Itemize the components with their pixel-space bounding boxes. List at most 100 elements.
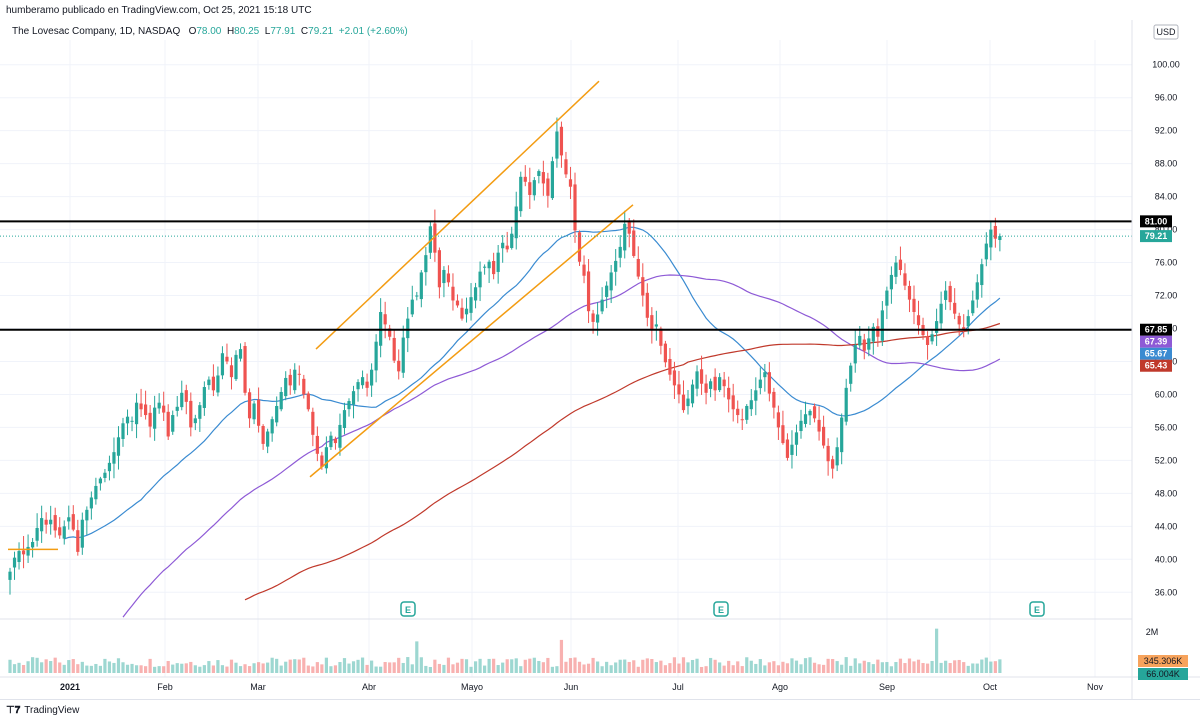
candle[interactable] bbox=[383, 301, 387, 339]
candle-body[interactable] bbox=[184, 390, 188, 402]
candle[interactable] bbox=[58, 517, 62, 539]
candle[interactable] bbox=[184, 384, 188, 415]
candle[interactable] bbox=[776, 405, 780, 440]
candle-body[interactable] bbox=[492, 261, 496, 275]
candle-body[interactable] bbox=[849, 365, 853, 384]
candle[interactable] bbox=[89, 491, 93, 520]
candle[interactable] bbox=[754, 377, 758, 416]
candle[interactable] bbox=[993, 217, 997, 248]
candle-body[interactable] bbox=[342, 410, 347, 429]
candle-body[interactable] bbox=[659, 328, 663, 346]
candle[interactable] bbox=[424, 247, 428, 286]
candle-body[interactable] bbox=[632, 230, 636, 256]
candle[interactable] bbox=[645, 283, 649, 327]
candle-body[interactable] bbox=[67, 517, 71, 522]
candle-body[interactable] bbox=[31, 541, 35, 548]
candle[interactable] bbox=[822, 415, 826, 449]
candle-body[interactable] bbox=[668, 358, 672, 375]
earnings-marker[interactable]: E bbox=[400, 601, 416, 617]
candle-body[interactable] bbox=[17, 551, 21, 563]
candle-body[interactable] bbox=[130, 420, 134, 422]
candle-body[interactable] bbox=[767, 372, 771, 394]
candle[interactable] bbox=[537, 169, 541, 184]
candle[interactable] bbox=[844, 378, 848, 426]
candle[interactable] bbox=[912, 285, 916, 325]
candle[interactable] bbox=[636, 246, 640, 280]
candle[interactable] bbox=[94, 477, 98, 505]
candle-body[interactable] bbox=[356, 382, 360, 390]
candle-body[interactable] bbox=[596, 314, 600, 323]
candle-body[interactable] bbox=[71, 514, 75, 530]
candle-body[interactable] bbox=[437, 250, 441, 288]
candle-body[interactable] bbox=[98, 478, 102, 484]
candle-body[interactable] bbox=[216, 375, 220, 393]
candle-body[interactable] bbox=[428, 226, 432, 253]
candle[interactable] bbox=[885, 286, 889, 320]
candle[interactable] bbox=[826, 438, 830, 476]
candle-body[interactable] bbox=[546, 178, 550, 196]
candle[interactable] bbox=[153, 395, 157, 441]
candle[interactable] bbox=[483, 264, 487, 275]
candle[interactable] bbox=[935, 308, 939, 346]
candle-body[interactable] bbox=[324, 447, 328, 469]
candle-body[interactable] bbox=[650, 315, 654, 331]
candle[interactable] bbox=[401, 325, 405, 378]
candle[interactable] bbox=[510, 226, 514, 250]
candle[interactable] bbox=[410, 285, 414, 318]
candle-body[interactable] bbox=[252, 403, 256, 420]
candle-body[interactable] bbox=[627, 220, 631, 234]
candle-body[interactable] bbox=[270, 419, 274, 434]
candle-body[interactable] bbox=[333, 438, 338, 444]
earnings-marker[interactable]: E bbox=[713, 601, 729, 617]
candle[interactable] bbox=[189, 392, 193, 437]
candle-body[interactable] bbox=[636, 258, 640, 277]
candle-body[interactable] bbox=[338, 424, 342, 448]
candle[interactable] bbox=[749, 389, 753, 416]
candle[interactable] bbox=[871, 323, 875, 355]
candle[interactable] bbox=[442, 266, 446, 298]
candle[interactable] bbox=[623, 210, 627, 259]
candle-body[interactable] bbox=[284, 377, 288, 397]
candle-body[interactable] bbox=[745, 405, 749, 420]
candle[interactable] bbox=[76, 519, 80, 556]
earnings-box[interactable] bbox=[1029, 601, 1045, 617]
candle[interactable] bbox=[148, 404, 152, 438]
candle[interactable] bbox=[67, 505, 71, 530]
candle[interactable] bbox=[12, 551, 17, 580]
candle-body[interactable] bbox=[532, 180, 536, 196]
candle-body[interactable] bbox=[483, 266, 487, 268]
candle[interactable] bbox=[907, 280, 912, 313]
candle-body[interactable] bbox=[8, 571, 12, 580]
candle-body[interactable] bbox=[984, 243, 988, 260]
candle[interactable] bbox=[659, 326, 663, 355]
candle-body[interactable] bbox=[876, 326, 880, 337]
candle-body[interactable] bbox=[329, 435, 333, 448]
candle[interactable] bbox=[473, 282, 478, 309]
candle[interactable] bbox=[134, 393, 139, 439]
candle[interactable] bbox=[849, 362, 853, 392]
candle[interactable] bbox=[641, 263, 645, 307]
candle[interactable] bbox=[894, 256, 898, 285]
candle[interactable] bbox=[957, 312, 961, 336]
candle[interactable] bbox=[817, 406, 821, 441]
candle-body[interactable] bbox=[464, 308, 469, 315]
candle-body[interactable] bbox=[21, 550, 26, 555]
candle[interactable] bbox=[654, 310, 658, 341]
candle-body[interactable] bbox=[749, 400, 753, 410]
candle-body[interactable] bbox=[930, 334, 934, 342]
candle[interactable] bbox=[107, 455, 112, 481]
candle[interactable] bbox=[736, 400, 740, 424]
candle-body[interactable] bbox=[207, 379, 211, 386]
candle-body[interactable] bbox=[266, 431, 270, 447]
candle-body[interactable] bbox=[451, 286, 455, 301]
candle-body[interactable] bbox=[727, 387, 731, 400]
candle-body[interactable] bbox=[844, 387, 848, 422]
candle-body[interactable] bbox=[175, 406, 179, 411]
candle-body[interactable] bbox=[243, 346, 247, 393]
candle-body[interactable] bbox=[225, 356, 229, 362]
candle[interactable] bbox=[284, 371, 288, 401]
candle[interactable] bbox=[862, 333, 866, 360]
candle-body[interactable] bbox=[740, 419, 744, 421]
candle[interactable] bbox=[618, 235, 622, 268]
